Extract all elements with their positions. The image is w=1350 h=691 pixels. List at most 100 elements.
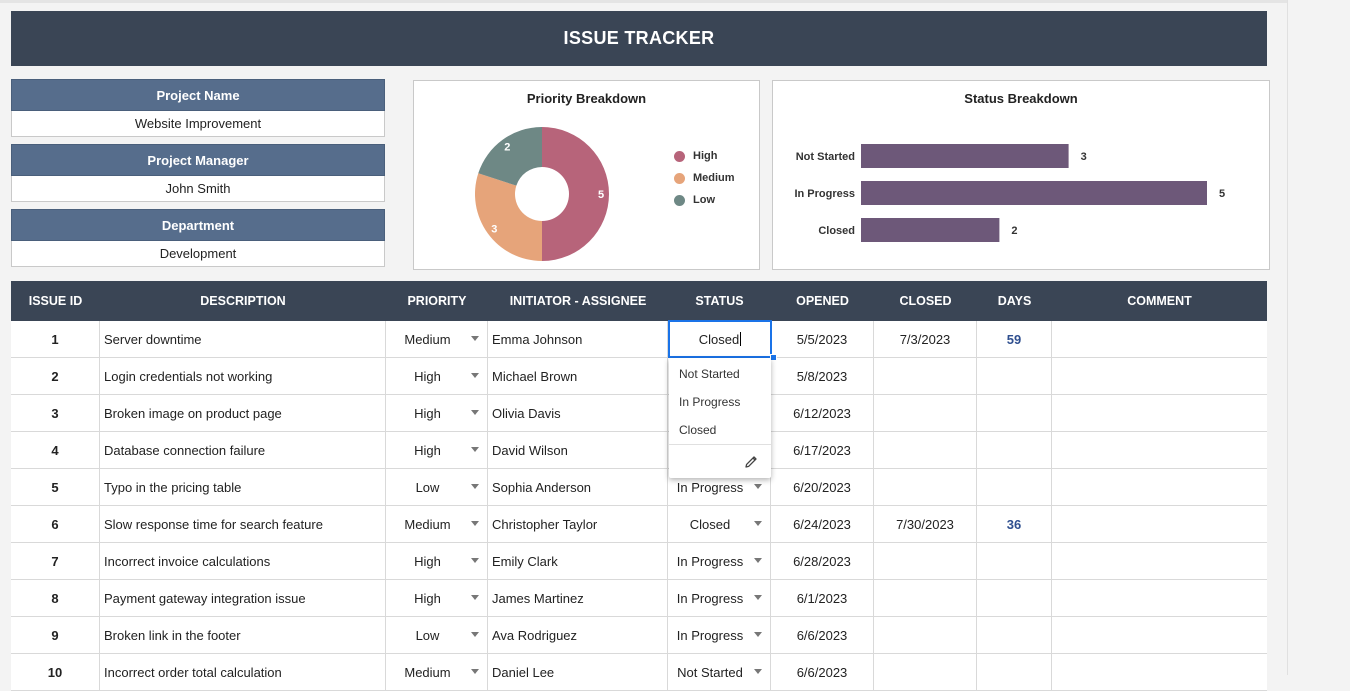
dropdown-arrow-icon[interactable]	[754, 558, 762, 563]
cell-opened[interactable]: 6/24/2023	[771, 506, 874, 542]
header-initiator-assignee[interactable]: INITIATOR - ASSIGNEE	[509, 294, 647, 308]
cell-initiator-assignee[interactable]: Christopher Taylor	[488, 506, 668, 542]
cell-days[interactable]	[977, 543, 1052, 579]
header-closed[interactable]: CLOSED	[899, 294, 952, 308]
cell-comment[interactable]	[1052, 395, 1267, 431]
cell-initiator-assignee[interactable]: Emma Johnson	[488, 321, 668, 357]
cell-closed[interactable]: 7/30/2023	[874, 506, 977, 542]
cell-closed[interactable]	[874, 543, 977, 579]
cell-days[interactable]	[977, 469, 1052, 505]
donut-slice-low[interactable]	[478, 127, 542, 186]
cell-days[interactable]	[977, 617, 1052, 653]
header-priority[interactable]: PRIORITY	[407, 294, 467, 308]
dropdown-arrow-icon[interactable]	[754, 669, 762, 674]
cell-closed[interactable]	[874, 432, 977, 468]
cell-status[interactable]: In Progress	[668, 580, 771, 616]
cell-description[interactable]: Incorrect order total calculation	[100, 654, 386, 690]
cell-priority[interactable]: High	[386, 543, 488, 579]
dropdown-option-closed[interactable]: Closed	[679, 423, 717, 437]
cell-description[interactable]: Incorrect invoice calculations	[100, 543, 386, 579]
cell-priority[interactable]: Medium	[386, 506, 488, 542]
dropdown-arrow-icon[interactable]	[471, 558, 479, 563]
cell-closed[interactable]	[874, 395, 977, 431]
header-comment[interactable]: COMMENT	[1127, 294, 1192, 308]
header-issue-id[interactable]: ISSUE ID	[28, 294, 83, 308]
cell-issue-id[interactable]: 2	[11, 358, 100, 394]
cell-issue-id[interactable]: 3	[11, 395, 100, 431]
status-cell-editor[interactable]: Closed	[668, 320, 772, 358]
status-chart[interactable]: Status Breakdown Not Started 3 In Progress…	[772, 80, 1270, 270]
cell-comment[interactable]	[1052, 321, 1267, 357]
cell-days[interactable]: 59	[977, 321, 1052, 357]
cell-issue-id[interactable]: 8	[11, 580, 100, 616]
dropdown-arrow-icon[interactable]	[754, 521, 762, 526]
cell-opened[interactable]: 6/28/2023	[771, 543, 874, 579]
cell-initiator-assignee[interactable]: Sophia Anderson	[488, 469, 668, 505]
status-bar-closed[interactable]	[861, 218, 1000, 242]
cell-initiator-assignee[interactable]: Ava Rodriguez	[488, 617, 668, 653]
cell-issue-id[interactable]: 10	[11, 654, 100, 690]
cell-issue-id[interactable]: 5	[11, 469, 100, 505]
header-description[interactable]: DESCRIPTION	[200, 294, 286, 308]
cell-status[interactable]: Closed	[668, 506, 771, 542]
project-name-value[interactable]: Website Improvement	[11, 111, 385, 137]
cell-closed[interactable]	[874, 358, 977, 394]
cell-days[interactable]	[977, 395, 1052, 431]
cell-days[interactable]: 36	[977, 506, 1052, 542]
dropdown-arrow-icon[interactable]	[471, 373, 479, 378]
cell-description[interactable]: Server downtime	[100, 321, 386, 357]
cell-description[interactable]: Payment gateway integration issue	[100, 580, 386, 616]
dropdown-arrow-icon[interactable]	[471, 484, 479, 489]
cell-closed[interactable]	[874, 617, 977, 653]
cell-priority[interactable]: High	[386, 432, 488, 468]
dropdown-arrow-icon[interactable]	[754, 595, 762, 600]
dropdown-option-not-started[interactable]: Not Started	[679, 367, 740, 381]
cell-opened[interactable]: 5/8/2023	[771, 358, 874, 394]
cell-status[interactable]: In Progress	[668, 469, 771, 505]
cell-days[interactable]	[977, 432, 1052, 468]
cell-opened[interactable]: 6/6/2023	[771, 654, 874, 690]
cell-initiator-assignee[interactable]: Olivia Davis	[488, 395, 668, 431]
cell-issue-id[interactable]: 6	[11, 506, 100, 542]
cell-initiator-assignee[interactable]: Emily Clark	[488, 543, 668, 579]
cell-description[interactable]: Typo in the pricing table	[100, 469, 386, 505]
cell-priority[interactable]: High	[386, 580, 488, 616]
cell-issue-id[interactable]: 7	[11, 543, 100, 579]
cell-comment[interactable]	[1052, 543, 1267, 579]
cell-days[interactable]	[977, 580, 1052, 616]
cell-opened[interactable]: 6/20/2023	[771, 469, 874, 505]
header-opened[interactable]: OPENED	[796, 294, 849, 308]
cell-opened[interactable]: 6/6/2023	[771, 617, 874, 653]
status-bar-in-progress[interactable]	[861, 181, 1207, 205]
dropdown-option-in-progress[interactable]: In Progress	[679, 395, 741, 409]
dropdown-arrow-icon[interactable]	[471, 447, 479, 452]
donut-slice-medium[interactable]	[475, 173, 542, 261]
header-days[interactable]: DAYS	[997, 294, 1032, 308]
cell-comment[interactable]	[1052, 469, 1267, 505]
pencil-icon[interactable]	[743, 454, 759, 470]
cell-description[interactable]: Database connection failure	[100, 432, 386, 468]
dropdown-arrow-icon[interactable]	[471, 669, 479, 674]
cell-issue-id[interactable]: 9	[11, 617, 100, 653]
department-value[interactable]: Development	[11, 241, 385, 267]
cell-days[interactable]	[977, 654, 1052, 690]
priority-chart[interactable]: Priority Breakdown 5 3 2 High Medium Low	[413, 80, 760, 270]
cell-comment[interactable]	[1052, 654, 1267, 690]
cell-issue-id[interactable]: 4	[11, 432, 100, 468]
cell-comment[interactable]	[1052, 617, 1267, 653]
cell-opened[interactable]: 6/17/2023	[771, 432, 874, 468]
project-manager-value[interactable]: John Smith	[11, 176, 385, 202]
dropdown-arrow-icon[interactable]	[471, 336, 479, 341]
dropdown-arrow-icon[interactable]	[471, 521, 479, 526]
cell-issue-id[interactable]: 1	[11, 321, 100, 357]
cell-comment[interactable]	[1052, 580, 1267, 616]
cell-closed[interactable]	[874, 580, 977, 616]
cell-opened[interactable]: 5/5/2023	[771, 321, 874, 357]
cell-opened[interactable]: 6/12/2023	[771, 395, 874, 431]
dropdown-arrow-icon[interactable]	[471, 595, 479, 600]
cell-priority[interactable]: High	[386, 358, 488, 394]
cell-initiator-assignee[interactable]: James Martinez	[488, 580, 668, 616]
dropdown-arrow-icon[interactable]	[754, 632, 762, 637]
cell-closed[interactable]	[874, 469, 977, 505]
cell-status[interactable]: Not Started	[668, 654, 771, 690]
